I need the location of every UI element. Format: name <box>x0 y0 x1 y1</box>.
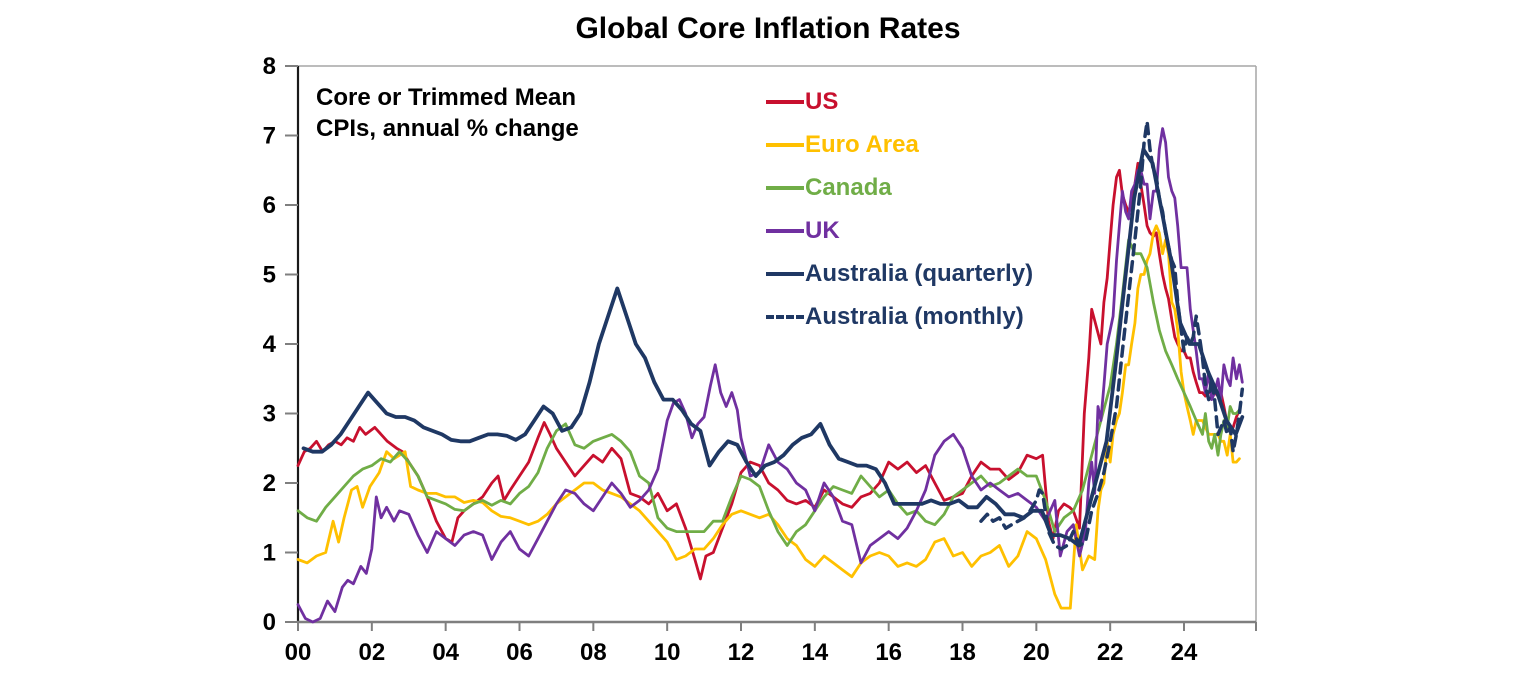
y-tick-label: 1 <box>263 540 276 567</box>
x-tick-label: 14 <box>801 639 828 666</box>
x-tick-label: 10 <box>654 639 681 666</box>
chart-annotation-line2: CPIs, annual % change <box>316 115 579 142</box>
x-tick-label: 06 <box>506 639 533 666</box>
legend-label-euro-area: Euro Area <box>805 130 919 158</box>
legend-label-us: US <box>805 87 839 115</box>
legend-item-euro-area: Euro Area <box>766 123 1033 166</box>
legend-item-australia-quarterly: Australia (quarterly) <box>766 252 1033 295</box>
series-line-australia-monthly <box>979 119 1245 551</box>
x-tick-label: 04 <box>432 639 459 666</box>
uk-line-swatch-icon <box>766 228 804 233</box>
legend-label-australia-quarterly: Australia (quarterly) <box>805 259 1034 287</box>
y-tick-label: 0 <box>263 609 276 636</box>
series-line-australia-quarterly <box>301 147 1245 548</box>
canada-line-swatch-icon <box>766 185 804 190</box>
x-tick-label: 12 <box>728 639 755 666</box>
x-tick-label: 00 <box>285 639 312 666</box>
legend-label-canada: Canada <box>805 173 892 201</box>
x-tick-label: 16 <box>875 639 902 666</box>
series-line-uk <box>296 127 1244 624</box>
y-tick-label: 8 <box>263 53 276 80</box>
x-tick-label: 20 <box>1023 639 1050 666</box>
chart-title: Global Core Inflation Rates <box>575 12 961 45</box>
chart-annotation: Core or Trimmed Mean CPIs, annual % chan… <box>316 82 579 144</box>
x-tick-label: 24 <box>1171 639 1198 666</box>
legend-item-canada: Canada <box>766 166 1033 209</box>
legend-item-australia-monthly: Australia (monthly) <box>766 295 1033 338</box>
australia-quarterly-line-swatch-icon <box>766 271 804 276</box>
legend-item-uk: UK <box>766 209 1033 252</box>
x-tick-label: 22 <box>1097 639 1124 666</box>
australia-monthly-line-swatch-icon <box>766 314 804 319</box>
y-tick-label: 2 <box>263 470 276 497</box>
chart-annotation-line1: Core or Trimmed Mean <box>316 84 577 111</box>
y-tick-label: 3 <box>263 401 276 428</box>
legend-label-uk: UK <box>805 216 840 244</box>
us-line-swatch-icon <box>766 99 804 104</box>
euro-area-line-swatch-icon <box>766 142 804 147</box>
x-tick-label: 02 <box>358 639 385 666</box>
legend-item-us: US <box>766 80 1033 123</box>
legend-label-australia-monthly: Australia (monthly) <box>805 302 1024 330</box>
y-tick-label: 5 <box>263 262 276 289</box>
y-tick-label: 4 <box>263 331 277 358</box>
x-tick-label: 08 <box>580 639 607 666</box>
y-tick-label: 6 <box>263 192 276 219</box>
x-tick-label: 18 <box>949 639 976 666</box>
legend: US Euro Area Canada UK Australia (quarte… <box>766 80 1033 338</box>
y-tick-label: 7 <box>263 123 276 150</box>
